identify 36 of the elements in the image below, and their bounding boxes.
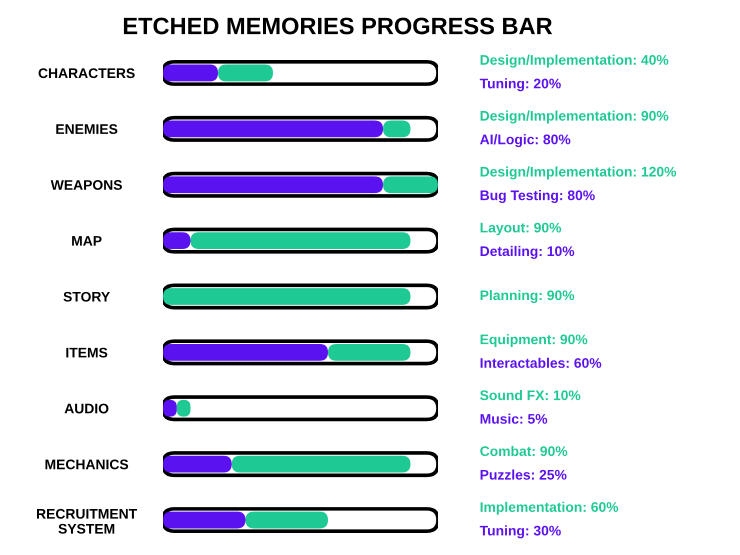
y-tick-label: STORY — [63, 292, 110, 302]
text: Detailing: 10% — [480, 246, 574, 259]
y-tick-label: WEAPONS — [50, 180, 122, 190]
y-tick-label: CHARACTERS — [38, 68, 135, 78]
bar — [218, 64, 273, 82]
text: Sound FX: 10% — [480, 390, 580, 400]
text: Equipment: 90% — [480, 334, 588, 348]
bar — [163, 64, 218, 82]
text: Bug Testing: 80% — [480, 190, 595, 204]
text: Layout: 90% — [480, 222, 562, 236]
bar — [246, 512, 328, 528]
bar — [163, 512, 246, 528]
text: Design/Implementation: 90% — [480, 110, 668, 124]
text: Design/Implementation: 40% — [480, 54, 668, 68]
bar — [383, 176, 438, 194]
text: Interactables: 60% — [480, 358, 602, 368]
text: Tuning: 20% — [480, 78, 561, 92]
text: Tuning: 30% — [480, 525, 561, 538]
bar — [328, 344, 410, 361]
text: Music: 5% — [480, 414, 548, 424]
text: Planning: 90% — [480, 290, 574, 304]
y-tick-label: ITEMS — [66, 348, 108, 358]
chart-title: ETCHED MEMORIES PROGRESS BAR — [124, 18, 552, 34]
text: Implementation: 60% — [480, 502, 618, 515]
text: AI/Logic: 80% — [480, 134, 570, 148]
y-tick-label: RECRUITMENT SYSTEM — [37, 508, 137, 534]
y-tick-label: AUDIO — [64, 404, 108, 414]
bar — [232, 456, 410, 473]
y-tick-label: MECHANICS — [45, 460, 128, 470]
text: Puzzles: 25% — [480, 470, 567, 480]
y-tick-label: MAP — [72, 236, 102, 246]
text: Design/Implementation: 120% — [480, 166, 676, 180]
bar — [163, 456, 232, 473]
y-tick-label: ENEMIES — [56, 124, 118, 134]
text: Combat: 90% — [480, 446, 568, 456]
bar — [163, 344, 328, 361]
